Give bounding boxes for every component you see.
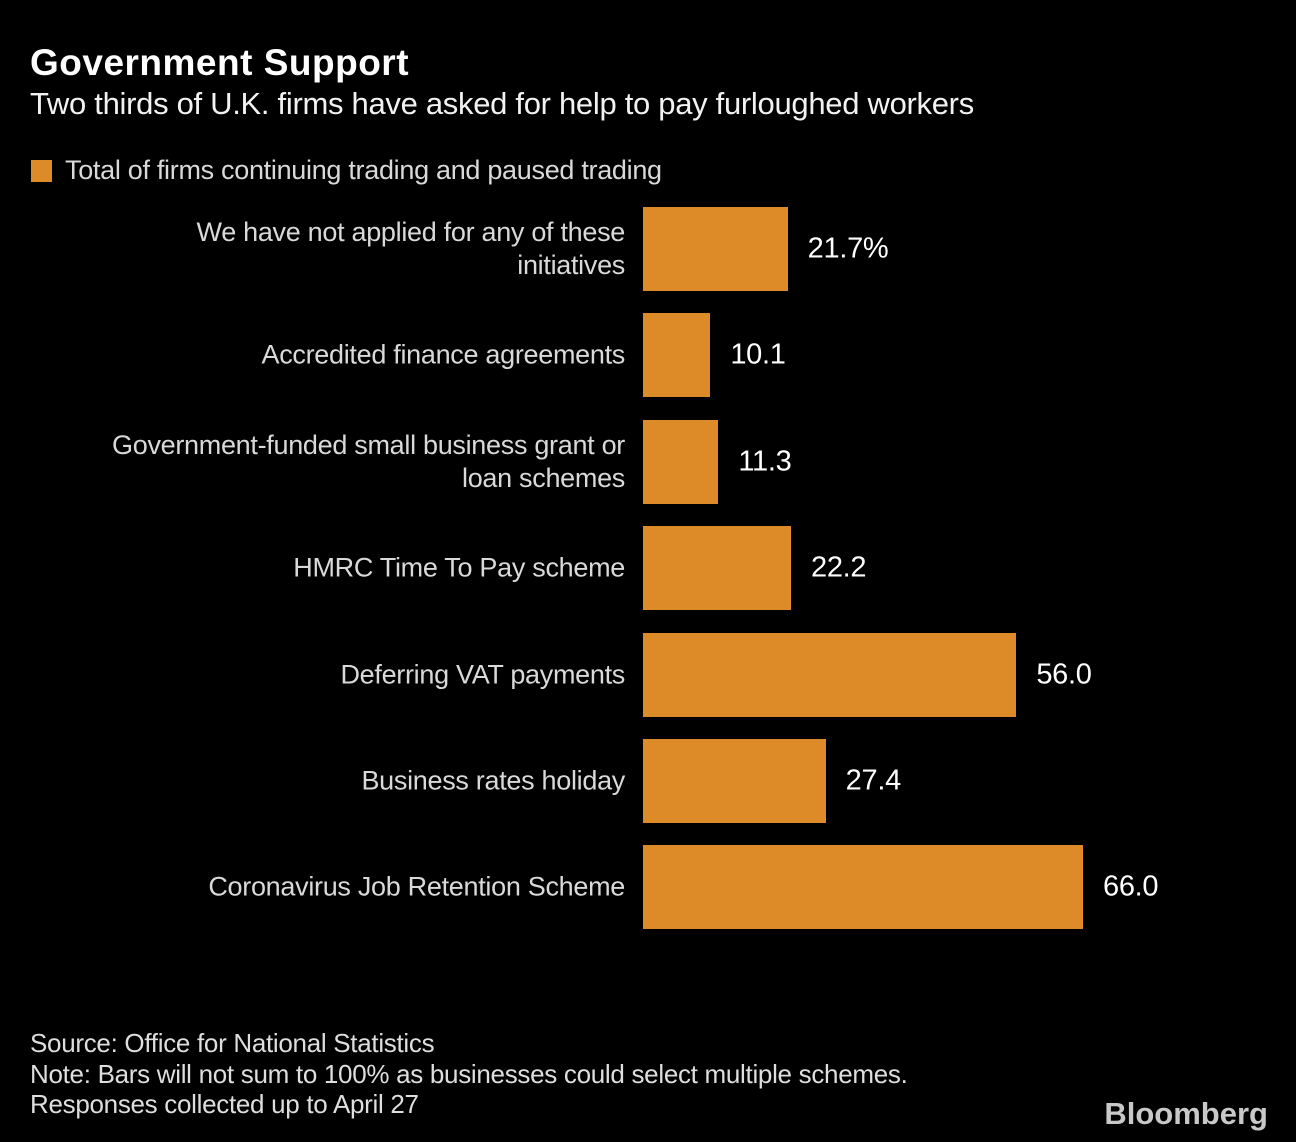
category-label: Accredited finance agreements	[261, 339, 625, 370]
legend-label: Total of firms continuing trading and pa…	[65, 155, 662, 185]
legend-swatch-icon	[31, 159, 52, 182]
bar	[643, 207, 788, 291]
note-text-2: Responses collected up to April 27	[30, 1089, 419, 1119]
bar	[643, 739, 826, 823]
bar-chart: We have not applied for any of these ini…	[0, 207, 1296, 932]
category-label: Business rates holiday	[361, 765, 625, 796]
note-text: Note: Bars will not sum to 100% as busin…	[30, 1058, 908, 1089]
category-label: HMRC Time To Pay scheme	[293, 552, 625, 583]
bar	[643, 313, 711, 398]
value-label: 22.2	[811, 551, 867, 584]
footer: Source: Office for National Statistics N…	[30, 1028, 908, 1120]
source-text: Source: Office for National Statistics	[30, 1028, 435, 1058]
chart-row: We have not applied for any of these ini…	[0, 207, 1296, 291]
bloomberg-logo: Bloomberg	[1104, 1096, 1268, 1131]
category-label: We have not applied for any of these ini…	[196, 217, 626, 280]
bar	[643, 632, 1017, 717]
value-label: 56.0	[1036, 658, 1092, 691]
bar	[643, 419, 719, 504]
value-label: 11.3	[738, 445, 792, 478]
chart-row: Coronavirus Job Retention Scheme 66.0	[0, 845, 1296, 930]
page-title: Government Support	[30, 42, 410, 83]
chart-row: HMRC Time To Pay scheme 22.2	[0, 526, 1296, 611]
chart-row: Business rates holiday 27.4	[0, 739, 1296, 823]
chart-row: Accredited finance agreements 10.1	[0, 313, 1296, 398]
legend: Total of firms continuing trading and pa…	[31, 155, 662, 186]
page-subtitle: Two thirds of U.K. firms have asked for …	[30, 86, 974, 121]
chart-row: Government-funded small business grant o…	[0, 419, 1296, 504]
value-label: 27.4	[845, 764, 902, 797]
value-label: 66.0	[1103, 870, 1159, 903]
value-label: 10.1	[730, 338, 786, 371]
bar	[643, 845, 1083, 930]
value-label: 21.7%	[807, 232, 889, 265]
category-label: Deferring VAT payments	[340, 659, 625, 690]
bar	[643, 526, 791, 611]
category-label: Coronavirus Job Retention Scheme	[208, 871, 625, 902]
category-label: Government-funded small business grant o…	[112, 429, 625, 493]
chart-row: Deferring VAT payments 56.0	[0, 632, 1296, 717]
